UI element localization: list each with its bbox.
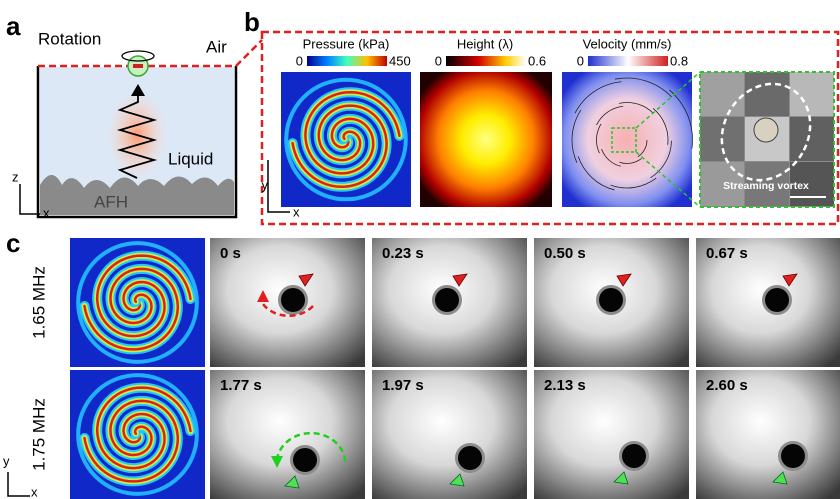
colorbar-max: 450 xyxy=(389,53,411,68)
axes xyxy=(8,472,30,496)
panel-label: c xyxy=(6,228,20,258)
time-label: 0.23 s xyxy=(382,245,424,262)
time-label: 1.97 s xyxy=(382,377,424,394)
afh-label: AFH xyxy=(94,192,128,211)
liquid-label: Liquid xyxy=(168,149,213,168)
time-label: 1.77 s xyxy=(220,377,262,394)
colorbar-max: 0.8 xyxy=(670,53,688,68)
particle xyxy=(281,288,305,312)
axis-x: x xyxy=(31,484,38,499)
colorbar-min: 0 xyxy=(435,53,442,68)
colorbar-title: Height (λ) xyxy=(457,36,513,51)
particle xyxy=(754,118,778,142)
colorbar-max: 0.6 xyxy=(528,53,546,68)
tile xyxy=(700,72,744,116)
height-map xyxy=(420,72,552,207)
particle xyxy=(293,448,317,472)
colorbar-title: Pressure (kPa) xyxy=(303,36,390,51)
colorbar xyxy=(307,56,387,66)
colorbar-title: Velocity (mm/s) xyxy=(583,36,672,51)
time-label: 0.50 s xyxy=(544,245,586,262)
colorbar-min: 0 xyxy=(577,53,584,68)
time-label: 2.13 s xyxy=(544,377,586,394)
colorbar xyxy=(588,56,668,66)
panel-label: b xyxy=(244,7,260,37)
particle xyxy=(435,288,459,312)
panel-label: a xyxy=(6,11,21,41)
particle xyxy=(765,288,789,312)
time-label: 2.60 s xyxy=(706,377,748,394)
particle xyxy=(781,444,805,468)
frequency-label: 1.65 MHz xyxy=(29,266,48,339)
air-label: Air xyxy=(206,37,227,56)
particle xyxy=(622,444,646,468)
colorbar-min: 0 xyxy=(296,53,303,68)
page: a Rotation Air Liquid AFH z x b Pressure… xyxy=(0,0,840,499)
inset-label: Streaming vortex xyxy=(723,180,809,192)
frequency-label: 1.75 MHz xyxy=(29,398,48,471)
axis-y: y xyxy=(262,177,269,192)
colorbar xyxy=(446,56,526,66)
particle xyxy=(458,446,482,470)
axis-z: z xyxy=(12,169,19,184)
particle xyxy=(133,64,143,68)
frames: 1.65 MHz 0 s 0.23 s 0.50 s 0.67 s 1.75 MHz 1.7… xyxy=(29,238,840,499)
tile xyxy=(790,117,834,161)
time-label: 0 s xyxy=(220,245,241,262)
rotation-label: Rotation xyxy=(38,29,101,48)
time-label: 0.67 s xyxy=(706,245,748,262)
particle xyxy=(599,288,623,312)
velocity-map xyxy=(562,72,692,207)
axis-y: y xyxy=(3,453,10,468)
figure: a Rotation Air Liquid AFH z x b Pressure… xyxy=(0,0,840,499)
axis-x: x xyxy=(293,204,300,219)
tile xyxy=(745,72,789,116)
axis-x: x xyxy=(43,205,50,220)
